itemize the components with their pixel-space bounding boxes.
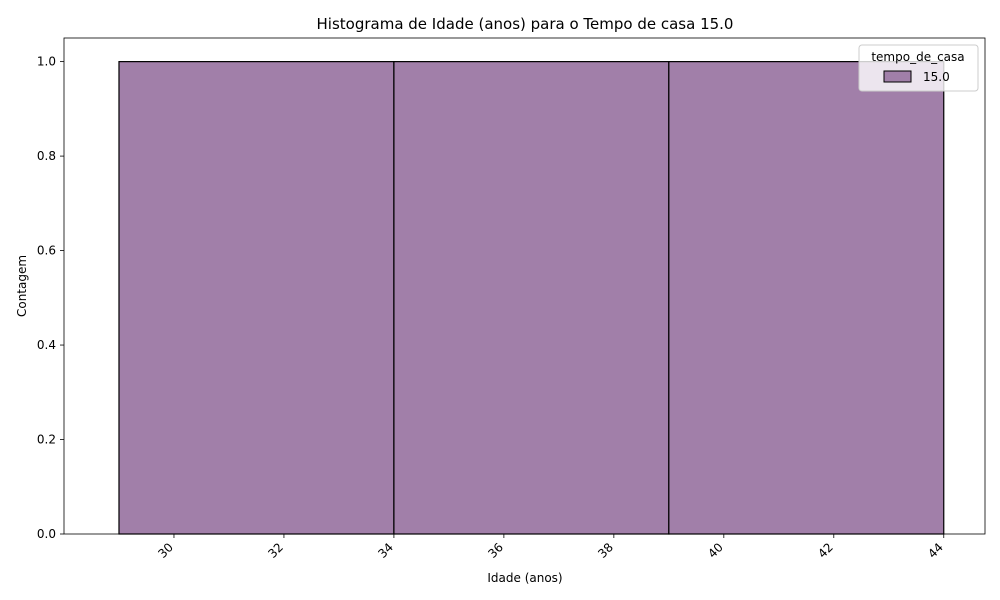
x-axis-ticks: 30 32 34 36 38 40 42 44 — [155, 534, 946, 561]
legend: tempo_de_casa 15.0 — [858, 44, 979, 92]
y-tick-label: 0.8 — [37, 149, 56, 163]
y-tick-label: 0.4 — [37, 338, 56, 352]
y-tick-label: 0.6 — [37, 244, 56, 258]
chart-title: Histograma de Idade (anos) para o Tempo … — [317, 15, 734, 33]
plot-frame — [63, 37, 986, 535]
y-axis-label: Contagem — [15, 255, 29, 317]
x-tick-label: 32 — [265, 540, 286, 561]
histogram-bar-1 — [118, 61, 395, 535]
x-tick-label: 42 — [815, 540, 836, 561]
histogram-bar-2 — [393, 61, 670, 535]
legend-entry-label: 15.0 — [923, 70, 950, 84]
bars-layer — [118, 61, 945, 535]
y-tick-label: 0.2 — [37, 433, 56, 447]
x-axis-label: Idade (anos) — [487, 571, 562, 585]
x-tick-label: 30 — [155, 540, 176, 561]
y-tick-label: 0.0 — [37, 527, 56, 541]
x-tick-label: 34 — [375, 540, 396, 561]
x-tick-label: 40 — [705, 540, 726, 561]
y-tick-label: 1.0 — [37, 55, 56, 69]
histogram-bar-3 — [668, 61, 945, 535]
y-axis-ticks: 0.0 0.2 0.4 0.6 0.8 1.0 — [37, 55, 64, 541]
x-tick-label: 36 — [485, 540, 506, 561]
legend-title: tempo_de_casa — [871, 50, 964, 64]
legend-swatch — [883, 70, 912, 83]
x-tick-label: 44 — [925, 540, 946, 561]
x-tick-label: 38 — [595, 540, 616, 561]
